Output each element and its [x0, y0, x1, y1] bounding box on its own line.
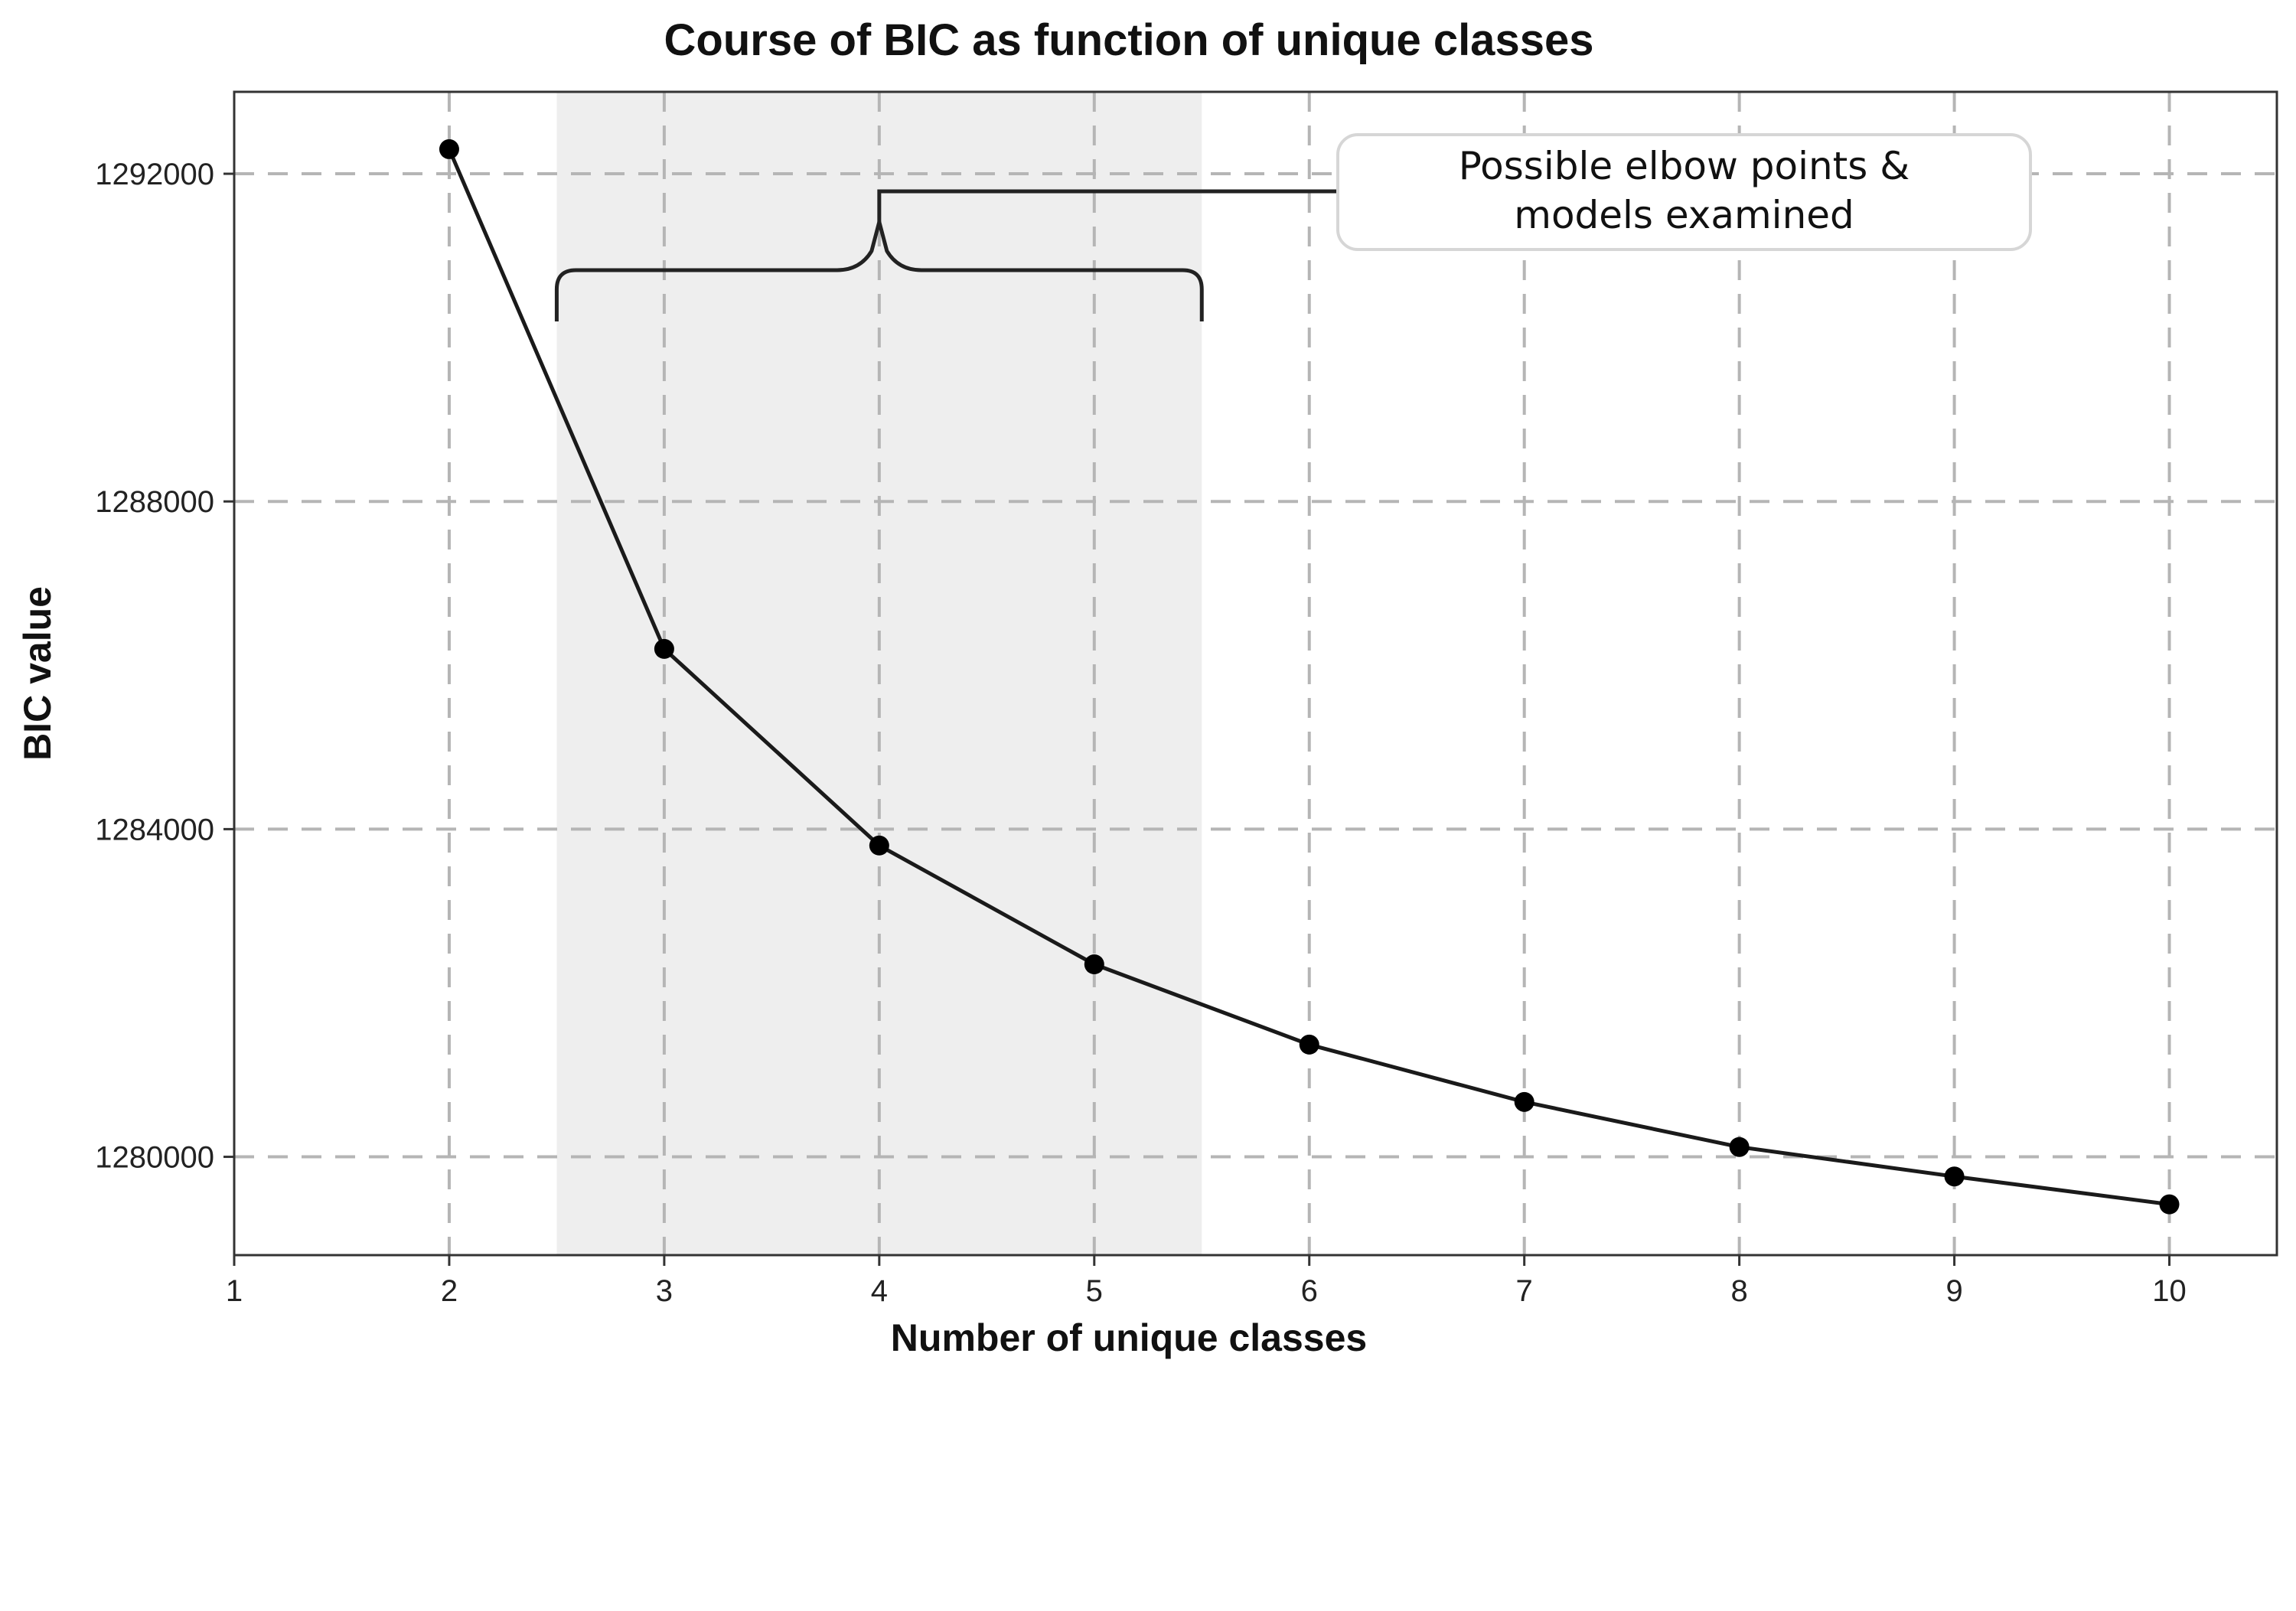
- x-tick-label: 5: [1086, 1274, 1103, 1308]
- x-axis-title: Number of unique classes: [891, 1316, 1367, 1359]
- x-tick-label: 2: [441, 1274, 458, 1308]
- plot-border: [233, 90, 2278, 1257]
- data-point: [1944, 1166, 1965, 1187]
- data-point: [1729, 1137, 1750, 1157]
- annotation-text: models examined: [1514, 193, 1854, 237]
- data-point: [869, 835, 889, 856]
- data-point: [1514, 1091, 1534, 1112]
- y-tick-label: 1288000: [95, 485, 214, 519]
- plot-area: 1 2 3 4 5 6 7 8 9 10 1280000 1284000 1288000 1292000 P…: [95, 90, 2278, 1308]
- data-point: [654, 638, 674, 659]
- x-tick-label: 7: [1516, 1274, 1533, 1308]
- chart-title: Course of BIC as function of unique clas…: [664, 15, 1594, 65]
- data-point: [1299, 1034, 1319, 1055]
- y-tick-label: 1280000: [95, 1141, 214, 1175]
- x-tick-label: 3: [656, 1274, 673, 1308]
- y-tick-label: 1292000: [95, 158, 214, 191]
- y-tick-label: 1284000: [95, 813, 214, 846]
- x-tick-label: 4: [871, 1274, 888, 1308]
- annotation-box: [1336, 133, 2032, 251]
- annotation-leader: [877, 189, 1338, 222]
- annotation-text: Possible elbow points &: [1459, 144, 1910, 188]
- data-point: [439, 139, 459, 159]
- x-tick-label: 10: [2152, 1274, 2187, 1308]
- data-point: [2159, 1194, 2180, 1215]
- data-point: [1084, 954, 1104, 974]
- x-tick-label: 8: [1731, 1274, 1748, 1308]
- x-tick-label: 9: [1945, 1274, 1962, 1308]
- y-axis-title: BIC value: [16, 586, 59, 761]
- x-tick-label: 6: [1301, 1274, 1318, 1308]
- x-tick-label: 1: [226, 1274, 243, 1308]
